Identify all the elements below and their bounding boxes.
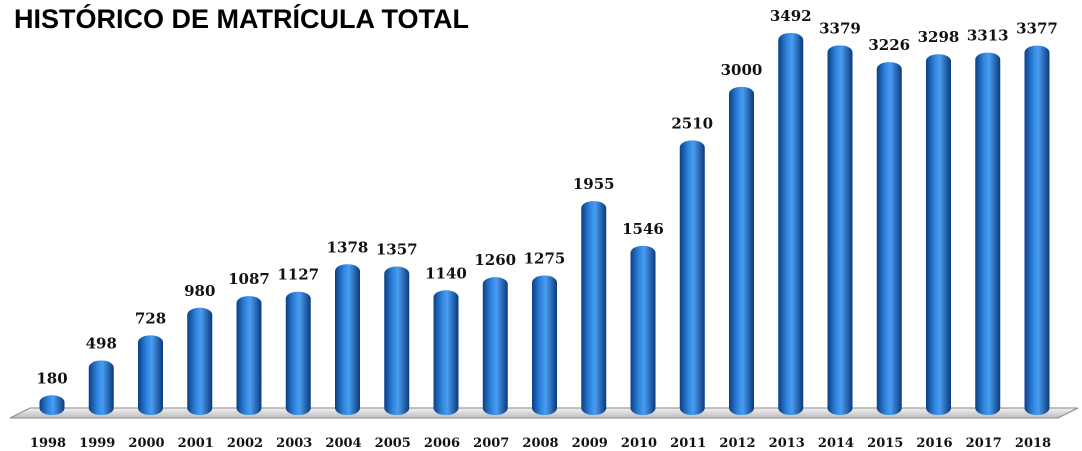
value-label: 3298: [918, 28, 960, 46]
value-label: 1127: [277, 266, 319, 284]
bar: [138, 335, 163, 415]
bar: [39, 395, 65, 415]
x-tick-label: 2011: [670, 436, 706, 451]
bar: [482, 277, 508, 415]
bar: [729, 86, 754, 416]
x-tick-label: 2004: [325, 436, 361, 451]
value-label: 1260: [474, 251, 516, 269]
value-label: 1275: [524, 250, 566, 268]
x-tick-label: 2018: [1015, 436, 1051, 451]
value-label: 180: [36, 369, 67, 387]
x-tick-label: 2000: [128, 436, 164, 451]
bar: [384, 266, 410, 415]
bar: [88, 360, 114, 415]
x-tick-label: 2014: [818, 436, 854, 451]
x-tick-label: 2013: [769, 436, 805, 451]
bar: [630, 245, 656, 415]
x-tick-label: 2003: [276, 436, 312, 451]
value-label: 1378: [327, 238, 369, 256]
bar: [926, 54, 951, 415]
value-label: 980: [184, 282, 215, 300]
x-tick-label: 2008: [522, 436, 558, 451]
value-label: 498: [86, 335, 117, 353]
value-label: 1357: [376, 241, 418, 259]
value-label: 728: [135, 309, 166, 327]
x-tick-label: 2015: [867, 436, 903, 451]
value-label: 1087: [228, 270, 270, 288]
x-tick-label: 2010: [621, 436, 657, 451]
value-label: 3313: [967, 27, 1009, 45]
x-tick-label: 2006: [424, 436, 460, 451]
bar: [335, 264, 360, 415]
value-label: 1140: [425, 264, 467, 282]
value-label: 3000: [721, 61, 763, 79]
bar: [532, 275, 557, 415]
x-tick-label: 2016: [916, 436, 952, 451]
x-tick-label: 2012: [719, 436, 755, 451]
bar: [285, 291, 311, 415]
value-label: 3377: [1016, 20, 1058, 38]
value-label: 1955: [573, 175, 615, 193]
bar: [679, 140, 705, 415]
value-label: 1546: [622, 220, 664, 238]
x-tick-label: 2005: [375, 436, 411, 451]
value-label: 2510: [671, 114, 713, 132]
bar: [876, 62, 902, 415]
bar: [1024, 45, 1050, 415]
x-tick-label: 1998: [30, 436, 66, 451]
x-tick-label: 1999: [79, 436, 115, 451]
bar: [778, 33, 804, 415]
bar: [187, 307, 213, 415]
x-tick-label: 2017: [966, 436, 1002, 451]
bar: [433, 290, 459, 415]
x-tick-label: 2001: [178, 436, 214, 451]
value-label: 3226: [868, 36, 910, 54]
value-label: 3492: [770, 7, 812, 25]
bar: [827, 45, 853, 416]
chart-title: HISTÓRICO DE MATRÍCULA TOTAL: [14, 3, 469, 34]
x-tick-label: 2009: [572, 436, 608, 451]
x-tick-label: 2007: [473, 436, 509, 451]
x-tick-label: 2002: [227, 436, 263, 451]
bar: [236, 296, 262, 415]
bar: [975, 52, 1001, 415]
value-label: 3379: [819, 19, 861, 37]
bar: [581, 201, 607, 415]
